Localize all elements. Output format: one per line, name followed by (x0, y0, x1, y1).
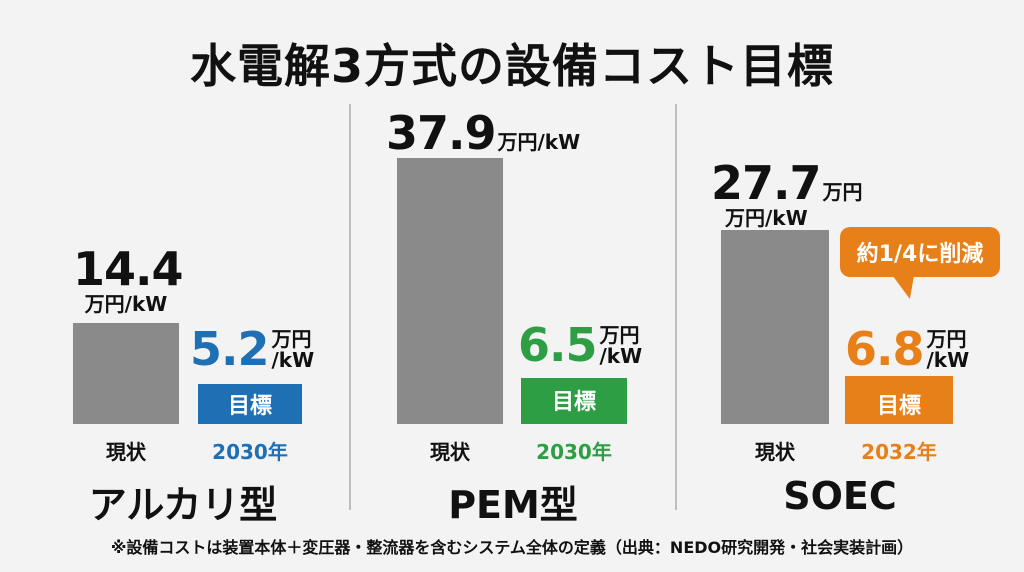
cat-soec-current: 現状 (755, 440, 795, 464)
panel-title-alkaline: アルカリ型 (88, 483, 278, 527)
panel-title-soec: SOEC (783, 474, 897, 518)
panel-pem: 37.9 万円/kW 目標 6.5 万円/kW 現状 2030年 PEM型 (350, 0, 676, 572)
tag-soec-target: 目標 (845, 384, 953, 424)
label-pem-current: 37.9 万円/kW (386, 106, 581, 160)
bar-pem-current (397, 158, 503, 424)
panel-title-pem: PEM型 (448, 483, 578, 527)
label-soec-current: 27.7 万円 万円/kW (711, 156, 863, 230)
cat-pem-target: 2030年 (536, 440, 612, 464)
chart-title: 水電解3方式の設備コスト目標 (189, 39, 834, 93)
cat-alkaline-current: 現状 (106, 440, 146, 464)
tag-pem-target: 目標 (521, 380, 627, 420)
bar-alkaline-current (73, 323, 179, 424)
footnote: ※設備コストは装置本体＋変圧器・整流器を含むシステム全体の定義（出典：NEDO研… (110, 538, 914, 557)
label-alkaline-target: 5.2 万円/kW (190, 322, 315, 376)
label-alkaline-current: 14.4 万円/kW (73, 242, 184, 316)
divider-right (675, 104, 677, 510)
bar-soec-current (721, 230, 829, 424)
cat-soec-target: 2032年 (861, 440, 937, 464)
cat-pem-current: 現状 (430, 440, 470, 464)
cat-alkaline-target: 2030年 (212, 440, 288, 464)
reduction-callout: 約1/4に削減 (840, 227, 1000, 277)
panel-alkaline: 14.4 万円/kW 目標 5.2 万円/kW 現状 2030年 アルカリ型 (20, 0, 346, 572)
divider-left (349, 104, 351, 510)
panel-soec: 27.7 万円 万円/kW 目標 6.8 万円/kW 現状 2032年 SOEC (677, 0, 1003, 572)
label-soec-target: 6.8 万円/kW (845, 322, 970, 376)
tag-alkaline-target: 目標 (198, 384, 302, 424)
label-pem-target: 6.5 万円/kW (518, 318, 643, 372)
